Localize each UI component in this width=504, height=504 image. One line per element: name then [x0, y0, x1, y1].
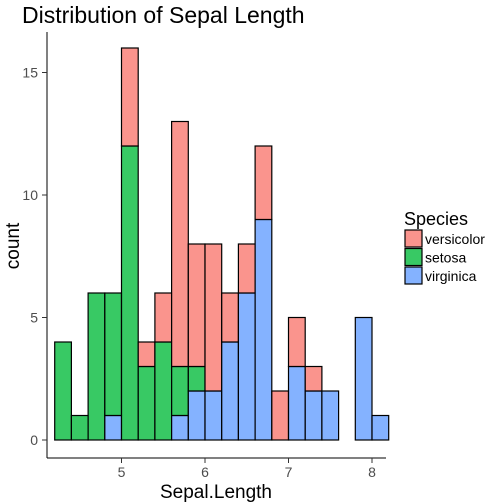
- bar-versicolor-6.5: [237, 243, 256, 294]
- bar-versicolor-5.7: [171, 120, 189, 368]
- bar-versicolor-6.1: [204, 243, 223, 392]
- bar-virginica-7.5: [321, 390, 340, 441]
- bar-versicolor-6.3: [221, 292, 239, 343]
- bars-layer: [54, 47, 390, 441]
- bar-setosa-5.7: [171, 365, 189, 417]
- bar-setosa-5.3: [137, 365, 156, 441]
- legend-label-setosa: setosa: [425, 250, 466, 266]
- bar-virginica-5.7: [171, 414, 189, 441]
- legend-title: Species: [404, 209, 468, 229]
- bar-setosa-4.7: [87, 292, 106, 441]
- y-tick-label: 15: [22, 65, 38, 81]
- bar-versicolor-6.9: [271, 390, 290, 441]
- bar-versicolor-5.5: [154, 292, 173, 343]
- legend: Species versicolor setosa virginica: [404, 209, 485, 285]
- bar-virginica-6.1: [204, 390, 223, 441]
- bar-setosa-5.1: [120, 145, 139, 441]
- bar-virginica-6.3: [221, 341, 239, 441]
- legend-key-setosa: [404, 247, 423, 267]
- bar-virginica-6.7: [254, 218, 273, 441]
- ticks-layer: 5 6 7 8 0 5 10 15: [22, 65, 376, 481]
- y-tick-label: 10: [22, 187, 38, 203]
- bar-versicolor-7.1: [287, 316, 306, 368]
- bar-versicolor-5.3: [137, 341, 156, 368]
- x-tick-label: 6: [201, 464, 209, 480]
- bar-virginica-7.1: [287, 365, 306, 441]
- y-tick-label: 5: [30, 310, 38, 326]
- bar-virginica-4.9: [104, 414, 123, 441]
- bar-virginica-5.9: [187, 390, 206, 441]
- bar-versicolor-5.1: [120, 47, 139, 147]
- chart-title: Distribution of Sepal Length: [22, 2, 305, 28]
- y-axis-title: count: [3, 222, 24, 269]
- x-tick-label: 7: [285, 464, 293, 480]
- bar-virginica-7.9: [354, 316, 373, 441]
- legend-key-versicolor: [404, 229, 423, 248]
- bar-versicolor-6.7: [254, 145, 273, 221]
- bar-versicolor-5.9: [187, 243, 206, 368]
- bar-setosa-4.9: [104, 292, 123, 417]
- bar-virginica-6.5: [237, 292, 256, 441]
- legend-key-virginica: [404, 266, 423, 285]
- bar-setosa-5.9: [187, 365, 206, 392]
- bar-setosa-4.5: [70, 414, 89, 441]
- bar-virginica-8.1: [371, 414, 390, 441]
- legend-label-virginica: virginica: [425, 268, 477, 284]
- x-tick-label: 5: [118, 464, 126, 480]
- bar-setosa-5.5: [154, 341, 173, 441]
- y-tick-label: 0: [30, 432, 38, 448]
- bar-setosa-4.3: [54, 341, 73, 441]
- bar-versicolor-7.3: [304, 365, 323, 392]
- x-axis-title: Sepal.Length: [160, 482, 272, 503]
- x-tick-label: 8: [368, 464, 376, 480]
- bar-virginica-7.3: [304, 390, 323, 441]
- legend-label-versicolor: versicolor: [425, 231, 485, 247]
